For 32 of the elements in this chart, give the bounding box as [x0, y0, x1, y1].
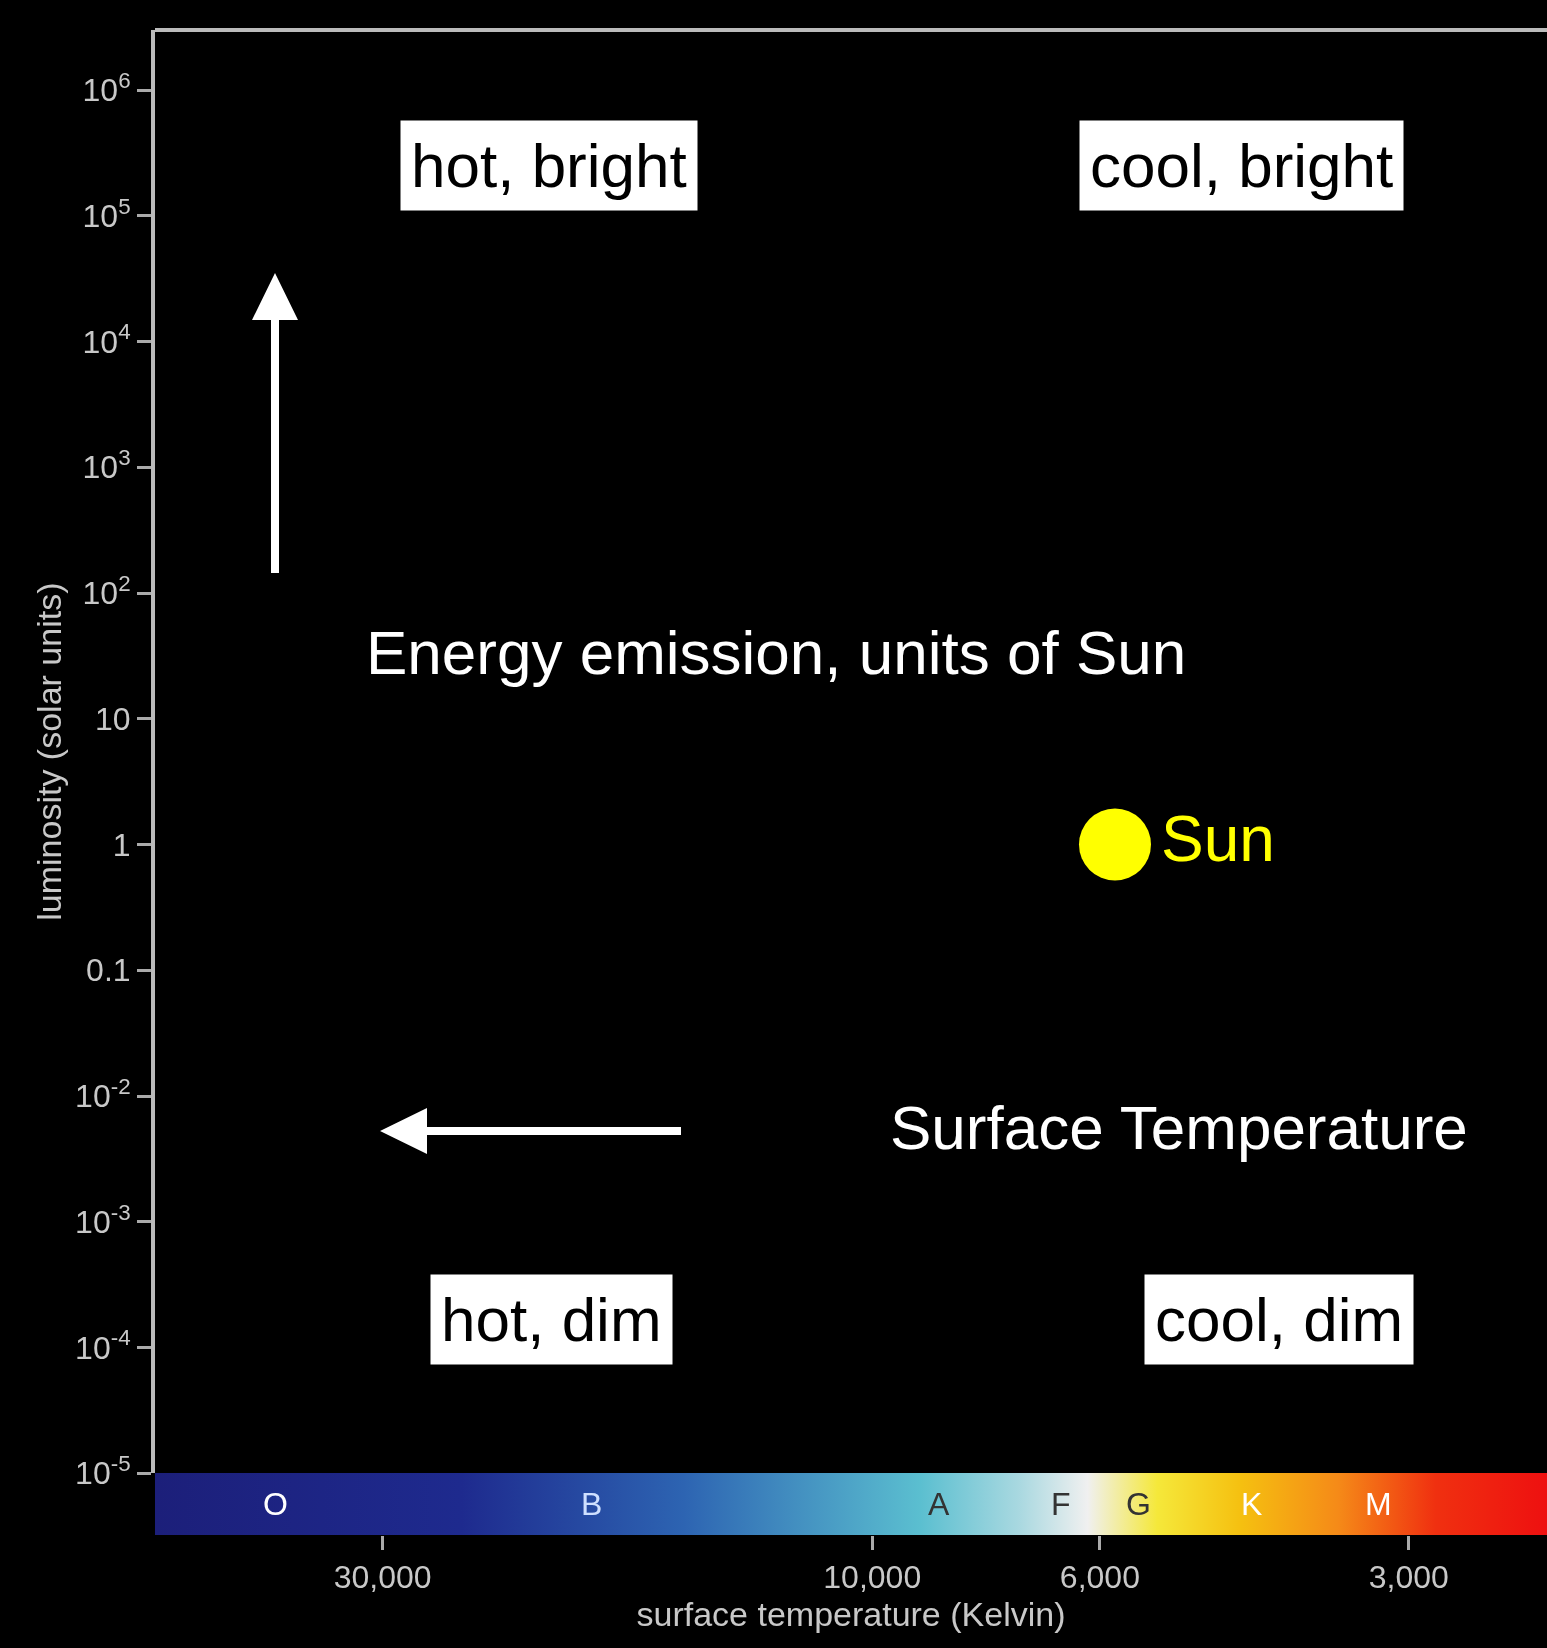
y-tick-label: 10$^{4}$	[82, 319, 131, 360]
x-tick-label: 10,000	[823, 1559, 922, 1596]
annotation: cool, bright	[1090, 131, 1394, 200]
y-tick-label: 10$^{6}$	[82, 67, 131, 109]
y-tick-label: 1	[112, 826, 131, 863]
y-tick-label: 10$^{-4}$	[75, 1325, 131, 1366]
text: K	[1241, 1486, 1263, 1522]
x-tick-label: 3,000	[1368, 1559, 1449, 1596]
y-tick-label: 10$^{-2}$	[75, 1073, 131, 1115]
y-tick-label: 10$^{-5}$	[75, 1451, 131, 1492]
annotation: hot, bright	[411, 131, 687, 200]
y-tick-label: 10	[95, 700, 131, 737]
x-tick-label: 6,000	[1059, 1559, 1140, 1596]
text: G	[1126, 1486, 1151, 1522]
annotation: Energy emission, units of Sun	[366, 618, 1187, 687]
text: M	[1365, 1486, 1392, 1522]
y-tick-label: 10$^{3}$	[82, 445, 131, 486]
y-tick-label: 10$^{2}$	[82, 570, 131, 612]
annotation: Surface Temperature	[890, 1093, 1468, 1162]
series-label: Sun	[1160, 802, 1275, 875]
text: O	[263, 1486, 288, 1522]
text: B	[581, 1486, 603, 1522]
x-axis-title: surface temperature (Kelvin)	[636, 1595, 1066, 1634]
annotation: hot, dim	[441, 1285, 662, 1354]
y-tick-label: 10$^{-3}$	[75, 1199, 131, 1240]
y-axis-title: luminosity (solar units)	[30, 582, 69, 921]
y-tick-label: 10$^{5}$	[82, 193, 131, 234]
x-tick-label: 30,000	[333, 1559, 432, 1596]
y-tick-label: 0.1	[86, 952, 131, 989]
annotation: cool, dim	[1155, 1285, 1404, 1354]
text: F	[1051, 1486, 1071, 1522]
text: A	[928, 1486, 950, 1522]
